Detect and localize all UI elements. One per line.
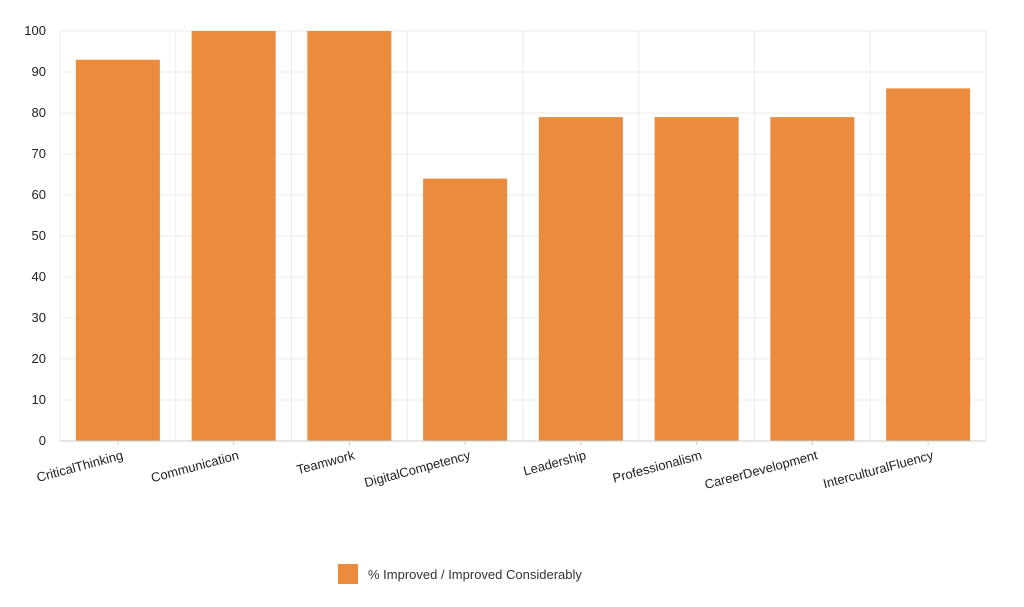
x-tick-label: Professionalism — [611, 447, 704, 485]
x-tick-label: Leadership — [522, 447, 588, 478]
x-tick-label: DigitalCompetency — [363, 447, 473, 490]
y-axis: 0 10 20 30 40 50 60 70 80 90 100 — [24, 23, 46, 448]
y-tick-label: 100 — [24, 23, 46, 38]
bar-interculturalfluency[interactable] — [886, 88, 971, 442]
x-tick-label: CareerDevelopment — [703, 447, 820, 492]
x-tick-label: Communication — [149, 447, 240, 485]
x-tick-label: Teamwork — [295, 447, 357, 477]
y-tick-label: 80 — [32, 105, 46, 120]
bar-professionalism[interactable] — [654, 117, 739, 441]
x-tick-label: InterculturalFluency — [821, 447, 935, 491]
legend-label: % Improved / Improved Considerably — [368, 566, 582, 582]
y-tick-label: 50 — [32, 228, 46, 243]
bar-digitalcompetency[interactable] — [423, 178, 508, 441]
legend-swatch — [338, 564, 358, 584]
y-tick-label: 30 — [32, 310, 46, 325]
legend[interactable]: % Improved / Improved Considerably — [338, 564, 582, 584]
bar-communication[interactable] — [191, 31, 276, 441]
y-tick-label: 0 — [39, 433, 46, 448]
y-tick-label: 10 — [32, 392, 46, 407]
y-tick-label: 70 — [32, 146, 46, 161]
y-tick-label: 90 — [32, 64, 46, 79]
y-tick-label: 40 — [32, 269, 46, 284]
bar-careerdevelopment[interactable] — [770, 117, 855, 441]
x-axis: CriticalThinking Communication Teamwork Dig… — [35, 440, 986, 492]
bar-teamwork[interactable] — [307, 31, 392, 441]
bar-leadership[interactable] — [538, 117, 623, 441]
bar-criticalthinking[interactable] — [75, 59, 160, 441]
x-tick-label: CriticalThinking — [35, 447, 125, 484]
y-tick-label: 60 — [32, 187, 46, 202]
bars — [75, 31, 971, 442]
y-tick-label: 20 — [32, 351, 46, 366]
